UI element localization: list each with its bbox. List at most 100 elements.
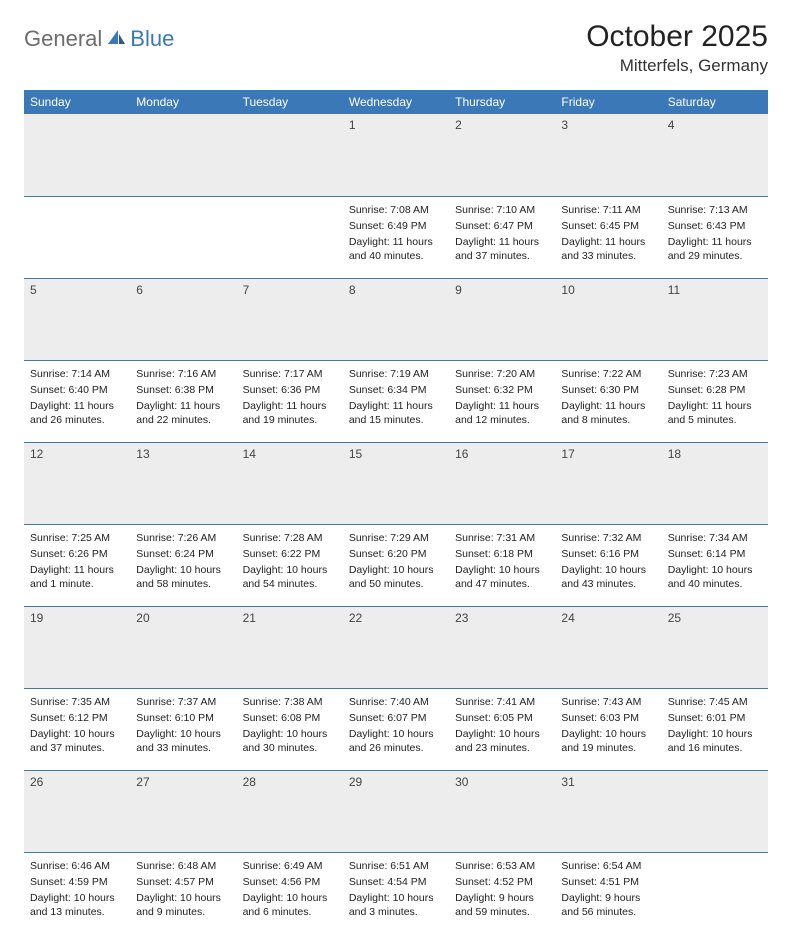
daylight-text: Daylight: 10 hours and 23 minutes. bbox=[455, 727, 549, 755]
sunset-text: Sunset: 6:30 PM bbox=[561, 383, 655, 397]
day-info-cell: Sunrise: 7:38 AM Sunset: 6:08 PM Daylight:… bbox=[237, 688, 343, 770]
daylight-text: Daylight: 11 hours and 33 minutes. bbox=[561, 235, 655, 263]
day-number: 3 bbox=[561, 118, 568, 132]
day-info-row: Sunrise: 7:08 AMSunset: 6:49 PMDaylight:… bbox=[24, 196, 768, 278]
sunrise-text: Sunrise: 7:43 AM bbox=[561, 695, 655, 709]
sunrise-text: Sunrise: 7:26 AM bbox=[136, 531, 230, 545]
weekday-header: Thursday bbox=[449, 90, 555, 114]
day-number: 4 bbox=[668, 118, 675, 132]
logo-text-blue: Blue bbox=[130, 26, 174, 52]
day-number-cell: 29 bbox=[343, 770, 449, 852]
day-info-cell: Sunrise: 6:48 AMSunset: 4:57 PMDaylight:… bbox=[130, 852, 236, 934]
daylight-text: Daylight: 10 hours and 6 minutes. bbox=[243, 891, 337, 919]
day-number: 11 bbox=[668, 283, 680, 297]
sunrise-text: Sunrise: 7:41 AM bbox=[455, 695, 549, 709]
daylight-text: Daylight: 11 hours and 40 minutes. bbox=[349, 235, 443, 263]
calendar-table: SundayMondayTuesdayWednesdayThursdayFrid… bbox=[24, 90, 768, 934]
sunrise-text: Sunrise: 7:20 AM bbox=[455, 367, 549, 381]
day-info-cell: Sunrise: 7:13 AMSunset: 6:43 PMDaylight:… bbox=[662, 196, 768, 278]
daylight-text: Daylight: 10 hours and 54 minutes. bbox=[243, 563, 337, 591]
day-number: 16 bbox=[455, 447, 468, 461]
daylight-text: Daylight: 10 hours and 16 minutes. bbox=[668, 727, 762, 755]
sunrise-text: Sunrise: 7:38 AM bbox=[243, 695, 337, 709]
sunset-text: Sunset: 6:40 PM bbox=[30, 383, 124, 397]
day-info-cell: Sunrise: 7:19 AM Sunset: 6:34 PM Daylight:… bbox=[343, 360, 449, 442]
day-number: 10 bbox=[561, 283, 574, 297]
sunrise-text: Sunrise: 7:40 AM bbox=[349, 695, 443, 709]
sunset-text: Sunset: 6:03 PM bbox=[561, 711, 655, 725]
day-info-cell bbox=[662, 852, 768, 934]
day-number: 7 bbox=[243, 283, 250, 297]
day-number-cell: 21 bbox=[237, 606, 343, 688]
daylight-text: Daylight: 11 hours and 5 minutes. bbox=[668, 399, 762, 427]
day-number: 28 bbox=[243, 775, 256, 789]
day-number-cell: 22 bbox=[343, 606, 449, 688]
daylight-text: Daylight: 10 hours and 3 minutes. bbox=[349, 891, 443, 919]
day-number: 25 bbox=[668, 611, 681, 625]
sunrise-text: Sunrise: 7:19 AM bbox=[349, 367, 443, 381]
daylight-text: Daylight: 10 hours and 50 minutes. bbox=[349, 563, 443, 591]
sunrise-text: Sunrise: 7:45 AM bbox=[668, 695, 762, 709]
day-info-cell: Sunrise: 6:54 AMSunset: 4:51 PMDaylight:… bbox=[555, 852, 661, 934]
day-info-cell: Sunrise: 7:14 AMSunset: 6:40 PMDaylight:… bbox=[24, 360, 130, 442]
sunset-text: Sunset: 4:52 PM bbox=[455, 875, 549, 889]
daylight-text: Daylight: 10 hours and 9 minutes. bbox=[136, 891, 230, 919]
day-number-cell: 6 bbox=[130, 278, 236, 360]
day-number-cell: 18 bbox=[662, 442, 768, 524]
day-info-cell: Sunrise: 7:43 AM Sunset: 6:03 PM Daylight:… bbox=[555, 688, 661, 770]
day-number: 22 bbox=[349, 611, 362, 625]
day-number-cell: 8 bbox=[343, 278, 449, 360]
weekday-header: Monday bbox=[130, 90, 236, 114]
daylight-text: Daylight: 11 hours and 15 minutes. bbox=[349, 399, 443, 427]
sunset-text: Sunset: 6:24 PM bbox=[136, 547, 230, 561]
daylight-text: Daylight: 10 hours and 19 minutes. bbox=[561, 727, 655, 755]
day-number-row: 12131415161718 bbox=[24, 442, 768, 524]
day-info-cell: Sunrise: 7:23 AMSunset: 6:28 PMDaylight:… bbox=[662, 360, 768, 442]
sunset-text: Sunset: 6:22 PM bbox=[243, 547, 337, 561]
day-number: 6 bbox=[136, 283, 143, 297]
logo-text-general: General bbox=[24, 26, 102, 52]
day-number: 1 bbox=[349, 118, 356, 132]
daylight-text: Daylight: 10 hours and 30 minutes. bbox=[243, 727, 337, 755]
day-number-cell: 4 bbox=[662, 114, 768, 196]
day-number-cell: 28 bbox=[237, 770, 343, 852]
day-number-cell bbox=[237, 114, 343, 196]
day-number-cell: 9 bbox=[449, 278, 555, 360]
sunrise-text: Sunrise: 7:37 AM bbox=[136, 695, 230, 709]
logo: General Blue bbox=[24, 26, 174, 52]
sunrise-text: Sunrise: 7:11 AM bbox=[561, 203, 655, 217]
day-info-cell: Sunrise: 6:46 AMSunset: 4:59 PMDaylight:… bbox=[24, 852, 130, 934]
sunset-text: Sunset: 4:56 PM bbox=[243, 875, 337, 889]
day-info-cell: Sunrise: 7:37 AMSunset: 6:10 PMDaylight:… bbox=[130, 688, 236, 770]
sunset-text: Sunset: 6:38 PM bbox=[136, 383, 230, 397]
sunset-text: Sunset: 6:08 PM bbox=[243, 711, 337, 725]
day-number-cell: 30 bbox=[449, 770, 555, 852]
day-number: 9 bbox=[455, 283, 462, 297]
day-info-cell: Sunrise: 7:45 AMSunset: 6:01 PMDaylight:… bbox=[662, 688, 768, 770]
day-info-cell: Sunrise: 7:31 AMSunset: 6:18 PMDaylight:… bbox=[449, 524, 555, 606]
day-number: 2 bbox=[455, 118, 462, 132]
day-number: 21 bbox=[243, 611, 256, 625]
sunrise-text: Sunrise: 7:13 AM bbox=[668, 203, 762, 217]
sunset-text: Sunset: 6:26 PM bbox=[30, 547, 124, 561]
day-info-cell: Sunrise: 7:28 AM Sunset: 6:22 PM Daylight:… bbox=[237, 524, 343, 606]
daylight-text: Daylight: 10 hours and 43 minutes. bbox=[561, 563, 655, 591]
sunset-text: Sunset: 6:34 PM bbox=[349, 383, 443, 397]
day-number: 24 bbox=[561, 611, 574, 625]
daylight-text: Daylight: 11 hours and 19 minutes. bbox=[243, 399, 337, 427]
day-number: 5 bbox=[30, 283, 37, 297]
day-number: 23 bbox=[455, 611, 468, 625]
day-info-cell: Sunrise: 7:08 AMSunset: 6:49 PMDaylight:… bbox=[343, 196, 449, 278]
sunset-text: Sunset: 6:32 PM bbox=[455, 383, 549, 397]
sunrise-text: Sunrise: 6:53 AM bbox=[455, 859, 549, 873]
daylight-text: Daylight: 10 hours and 58 minutes. bbox=[136, 563, 230, 591]
day-number-cell: 3 bbox=[555, 114, 661, 196]
sunset-text: Sunset: 6:49 PM bbox=[349, 219, 443, 233]
daylight-text: Daylight: 10 hours and 26 minutes. bbox=[349, 727, 443, 755]
day-info-cell bbox=[24, 196, 130, 278]
sunrise-text: Sunrise: 6:54 AM bbox=[561, 859, 655, 873]
sunset-text: Sunset: 4:57 PM bbox=[136, 875, 230, 889]
sunrise-text: Sunrise: 7:28 AM bbox=[243, 531, 337, 545]
day-number: 12 bbox=[30, 447, 43, 461]
day-number: 13 bbox=[136, 447, 149, 461]
